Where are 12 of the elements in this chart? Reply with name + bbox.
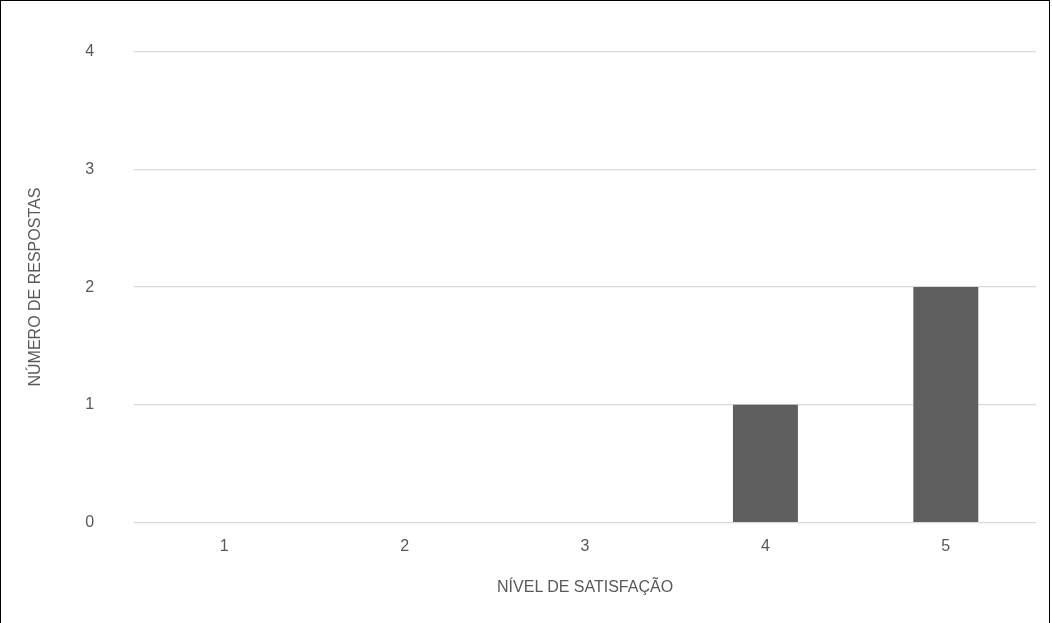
y-tick-label: 1 xyxy=(85,395,95,413)
x-tick-label: 4 xyxy=(760,536,770,554)
y-tick-label: 3 xyxy=(85,159,95,177)
x-tick-label: 5 xyxy=(941,536,951,554)
y-tick-label: 4 xyxy=(85,42,95,60)
x-tick-label: 3 xyxy=(580,536,590,554)
y-tick-label: 2 xyxy=(85,277,95,295)
y-tick-label: 0 xyxy=(85,513,95,531)
y-axis-title: NÚMERO DE RESPOSTAS xyxy=(25,187,44,387)
x-tick-label: 2 xyxy=(400,536,410,554)
x-tick-label: 1 xyxy=(219,536,229,554)
x-axis-title: NÍVEL DE SATISFAÇÃO xyxy=(497,575,674,595)
